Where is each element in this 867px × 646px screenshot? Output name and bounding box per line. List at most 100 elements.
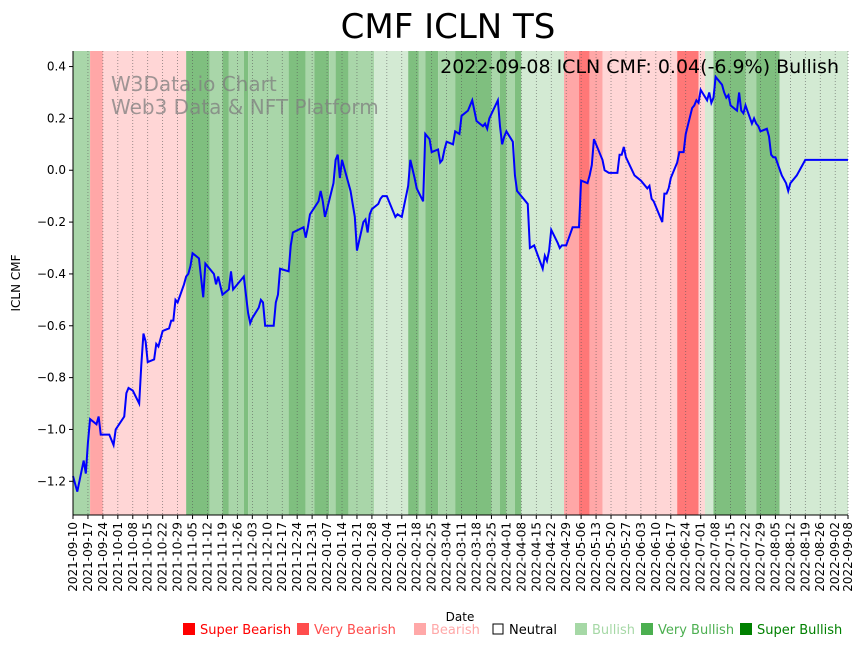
legend-swatch	[575, 623, 587, 635]
band-very-bullish	[713, 51, 746, 515]
legend-label: Very Bearish	[314, 623, 396, 638]
y-tick-label: −0.8	[37, 371, 66, 385]
x-tick-label: 2021-11-26	[230, 522, 244, 592]
x-tick-label: 2022-05-06	[574, 522, 588, 592]
legend-swatch	[297, 623, 309, 635]
band-bullish	[506, 51, 515, 515]
chart-title: CMF ICLN TS	[341, 7, 556, 47]
regime-bands	[73, 51, 848, 515]
x-tick-label: 2021-12-17	[275, 522, 289, 592]
y-tick-label: −1.0	[37, 422, 66, 436]
band-bearish	[102, 51, 187, 515]
band-bullish-light	[521, 51, 565, 515]
x-tick-label: 2021-11-12	[201, 522, 215, 592]
x-tick-label: 2022-05-13	[589, 522, 603, 592]
x-tick-label: 2022-08-26	[813, 522, 827, 592]
legend-swatch	[641, 623, 653, 635]
band-bullish	[73, 51, 91, 515]
x-tick-label: 2022-01-07	[320, 522, 334, 592]
band-bullish-light	[779, 51, 848, 515]
x-tick-label: 2021-10-01	[111, 522, 125, 592]
x-tick-label: 2022-04-01	[499, 522, 513, 592]
x-tick-label: 2022-04-29	[559, 522, 573, 592]
x-tick-label: 2022-03-18	[470, 522, 484, 592]
legend-label: Bullish	[592, 623, 635, 638]
x-axis-ticks: 2021-09-10 2021-09-17 2021-09-24 2021-10-01…	[66, 515, 855, 592]
x-tick-label: 2022-07-29	[753, 522, 767, 592]
x-tick-label: 2022-08-05	[768, 522, 782, 592]
x-tick-label: 2021-12-03	[245, 522, 259, 592]
band-very-bullish	[408, 51, 419, 515]
x-tick-label: 2021-12-10	[260, 522, 274, 592]
legend-swatch	[492, 623, 504, 635]
x-tick-label: 2022-07-08	[709, 522, 723, 592]
band-very-bullish	[455, 51, 492, 515]
band-bullish	[418, 51, 426, 515]
band-super-bearish	[578, 51, 590, 515]
watermark-line-2: Web3 Data & NFT Platform	[111, 95, 379, 119]
x-tick-label: 2022-04-22	[544, 522, 558, 592]
band-very-bullish	[222, 51, 229, 515]
band-very-bullish	[514, 51, 522, 515]
x-tick-label: 2022-08-19	[798, 522, 812, 592]
band-bullish	[491, 51, 500, 515]
x-tick-label: 2021-10-22	[156, 522, 170, 592]
vertical-gridlines	[72, 51, 849, 515]
y-tick-label: 0.0	[47, 163, 66, 177]
band-bullish	[305, 51, 315, 515]
band-very-bearish	[90, 51, 103, 515]
x-tick-label: 2022-06-24	[679, 522, 693, 592]
y-tick-label: −0.4	[37, 267, 66, 281]
x-axis-label: Date	[446, 610, 475, 624]
x-tick-label: 2021-09-10	[66, 522, 80, 592]
band-bullish	[228, 51, 244, 515]
x-tick-label: 2022-01-28	[365, 522, 379, 592]
x-tick-label: 2021-10-08	[126, 522, 140, 592]
band-very-bullish	[756, 51, 780, 515]
x-tick-label: 2021-12-31	[305, 522, 319, 592]
x-tick-label: 2022-05-20	[604, 522, 618, 592]
band-bullish-light	[374, 51, 409, 515]
band-bullish	[329, 51, 336, 515]
band-bullish	[348, 51, 375, 515]
legend-swatch	[414, 623, 426, 635]
x-tick-label: 2022-07-22	[739, 522, 753, 592]
legend-label: Bearish	[431, 623, 480, 638]
band-very-bullish	[186, 51, 210, 515]
legend-label: Neutral	[509, 623, 557, 638]
x-tick-label: 2022-02-18	[410, 522, 424, 592]
watermark: W3Data.io Chart Web3 Data & NFT Platform	[111, 72, 379, 119]
x-tick-label: 2022-09-08	[841, 522, 855, 592]
x-tick-label: 2022-02-25	[425, 522, 439, 592]
legend-swatch	[183, 623, 195, 635]
y-tick-label: −0.6	[37, 319, 66, 333]
band-very-bullish	[499, 51, 507, 515]
x-tick-label: 2021-11-05	[186, 522, 200, 592]
band-bullish	[745, 51, 757, 515]
x-tick-label: 2021-09-17	[81, 522, 95, 592]
x-tick-label: 2022-06-17	[664, 522, 678, 592]
y-tick-label: 0.2	[47, 111, 66, 125]
y-tick-label: −1.2	[37, 474, 66, 488]
x-tick-label: 2022-06-10	[649, 522, 663, 592]
x-tick-label: 2022-04-15	[529, 522, 543, 592]
x-tick-label: 2022-06-03	[634, 522, 648, 592]
band-bearish	[698, 51, 705, 515]
band-very-bearish	[564, 51, 579, 515]
x-tick-label: 2021-10-15	[141, 522, 155, 592]
x-tick-label: 2022-04-08	[514, 522, 528, 592]
x-tick-label: 2022-02-04	[380, 522, 394, 592]
band-very-bullish	[243, 51, 249, 515]
legend-label: Very Bullish	[658, 623, 734, 638]
x-tick-label: 2021-10-29	[171, 522, 185, 592]
legend-label: Super Bearish	[200, 623, 291, 638]
x-tick-label: 2022-01-14	[335, 522, 349, 592]
x-tick-label: 2021-11-19	[215, 522, 229, 592]
x-tick-label: 2021-12-24	[290, 522, 304, 592]
x-tick-label: 2022-09-02	[828, 522, 842, 592]
band-bullish	[248, 51, 289, 515]
legend-swatch	[740, 623, 752, 635]
watermark-line-1: W3Data.io Chart	[111, 72, 277, 96]
y-tick-label: −0.2	[37, 215, 66, 229]
